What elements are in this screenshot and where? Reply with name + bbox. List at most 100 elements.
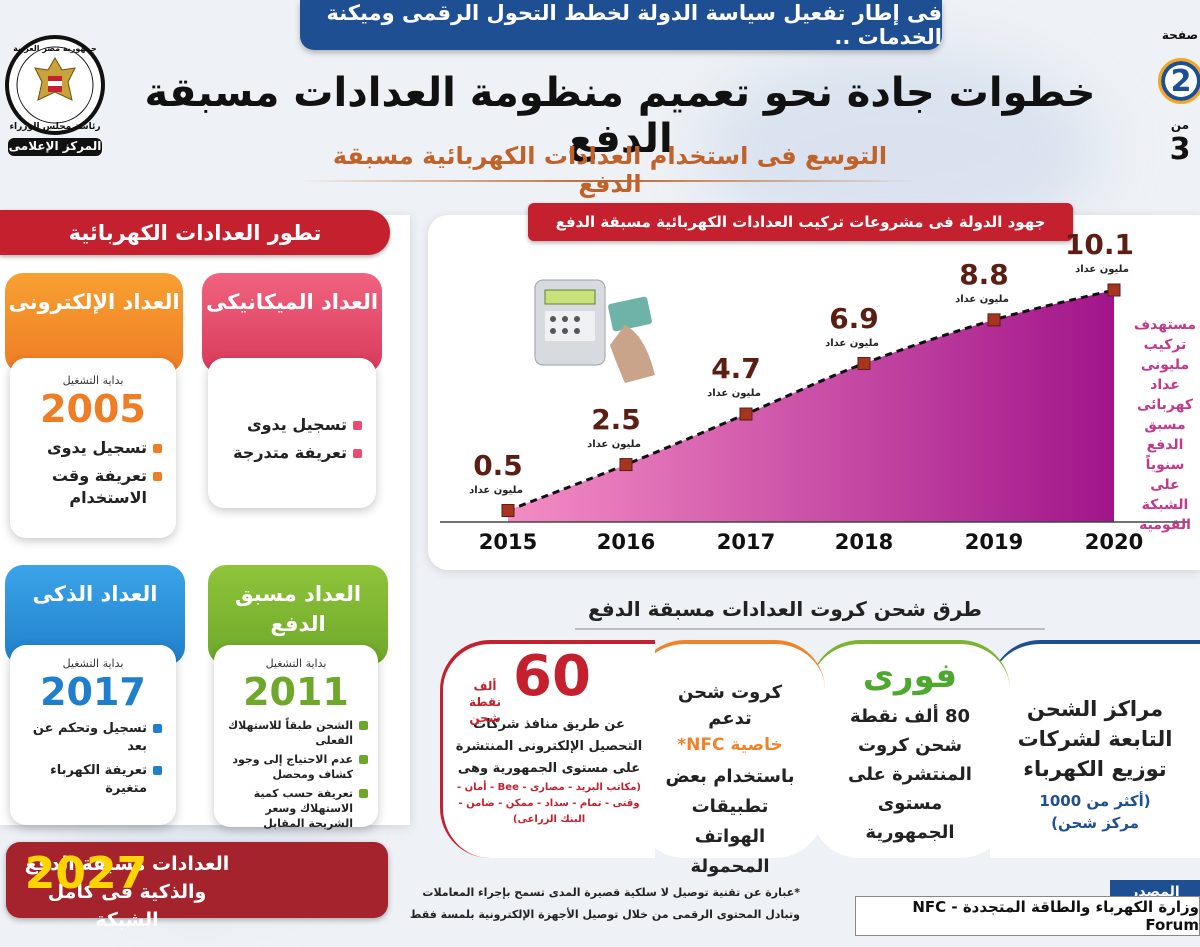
chart-trend-line: [507, 288, 1115, 512]
x-tick-label: 2017: [716, 530, 776, 554]
meters-title: تطور العدادات الكهربائية: [68, 220, 322, 245]
smart-meter-year: 2017: [40, 670, 146, 714]
banner-text: فى إطار تفعيل سياسة الدولة لخطط التحول ا…: [326, 1, 942, 49]
data-point-marker: [1107, 283, 1121, 297]
electronic-meter-name: العداد الإلكترونى: [8, 290, 180, 314]
bullet-icon: [359, 721, 368, 730]
chart-area: [508, 290, 1114, 522]
nfc-footnote: *عبارة عن تقنية توصيل لا سلكية قصيرة الم…: [409, 886, 800, 921]
data-point-marker: [987, 313, 1001, 327]
data-value-label: 8.8: [959, 257, 1009, 291]
method-centers-title: مراكز الشحن التابعة لشركات توزيع الكهربا…: [1017, 697, 1173, 781]
prepaid-meter-photo: [515, 275, 675, 385]
logo-top-text: جمهورية مصر العربية: [13, 44, 97, 53]
target-2027-box: العدادات مسبقة الدفع والذكية فى كامل الش…: [6, 842, 388, 931]
data-point-marker: [857, 357, 871, 371]
mechanical-feature: تسجيل يدوى: [246, 415, 347, 434]
mechanical-meter-name: العداد الميكانيكى: [205, 290, 379, 314]
bullet-icon: [153, 766, 162, 775]
bullet-icon: [353, 421, 362, 430]
chart-target-note: مستهدف تركيب مليونى عداد كهربائى مسبق ال…: [1133, 317, 1197, 533]
x-tick-label: 2018: [834, 530, 894, 554]
data-value-label: 2.5: [591, 402, 641, 436]
method-centers-sub: (أكثر من 1000 مركز شحن): [1039, 792, 1151, 832]
data-value-label: 6.9: [829, 301, 879, 335]
electronic-meter-year: 2005: [40, 387, 146, 431]
bullet-icon: [359, 789, 368, 798]
top-banner: فى إطار تفعيل سياسة الدولة لخطط التحول ا…: [300, 0, 942, 50]
eagle-emblem-icon: [5, 35, 105, 156]
mechanical-meter-header: العداد الميكانيكى: [202, 273, 382, 373]
charging-method-outlets: 60 ألف نقطة شحن عن طريق منافذ شركات التح…: [440, 640, 655, 858]
data-point-marker: [501, 504, 515, 518]
bullet-icon: [153, 724, 162, 733]
x-tick-label: 2020: [1084, 530, 1144, 554]
cabinet-logo: جمهورية مصر العربية رئاسة مجلس الوزراء ا…: [0, 30, 110, 160]
data-unit-label: مليون عداد: [1075, 264, 1129, 275]
logo-bottom-text: المركز الإعلامى: [8, 139, 102, 153]
chart-title-ribbon: جهود الدولة فى مشروعات تركيب العدادات ال…: [528, 203, 1073, 241]
area-chart: [440, 283, 1188, 523]
prepaid-meter-name: العداد مسبق الدفع: [234, 582, 362, 636]
charging-methods: مراكز الشحن التابعة لشركات توزيع الكهربا…: [440, 640, 1200, 877]
data-point-marker: [739, 407, 753, 421]
prepaid-meter-icon: [534, 279, 655, 383]
data-unit-label: مليون عداد: [587, 438, 641, 450]
smart-meter-name: العداد الذكى: [32, 582, 158, 606]
page-current: 2: [1158, 58, 1200, 104]
page-of-label: من: [1170, 118, 1190, 132]
smart-meter-card: بداية التشغيل 2017 تسجيل وتحكم عن بعد تع…: [10, 645, 176, 825]
data-unit-label: مليون عداد: [707, 388, 761, 400]
x-tick-label: 2015: [478, 530, 538, 554]
method-outlets-title: عن طريق منافذ شركات التحصيل الإلكترونى ا…: [455, 717, 643, 776]
page-label: صفحة: [1161, 28, 1199, 42]
bullet-icon: [153, 472, 162, 481]
method-outlets-list: (مكاتب البريد - مصارى - Bee - أمان - وقت…: [457, 782, 641, 825]
electronic-meter-header: العداد الإلكترونى: [5, 273, 183, 373]
electronic-feature: تسجيل يدوى: [46, 438, 147, 457]
page-total: 3: [1169, 132, 1191, 167]
mechanical-feature: تعريفة متدرجة: [233, 443, 347, 462]
charging-title-underline: [575, 628, 1045, 630]
data-unit-label: مليون عداد: [825, 337, 879, 349]
target-2027-year: 2027: [24, 848, 148, 899]
data-value-label: 0.5: [473, 448, 523, 482]
data-unit-label: مليون عداد: [955, 293, 1009, 305]
prepaid-feature: تعريفة حسب كمية الاستهلاك وسعر الشريحة ا…: [253, 787, 353, 830]
charging-method-centers: مراكز الشحن التابعة لشركات توزيع الكهربا…: [990, 640, 1200, 858]
subtitle-underline: [300, 180, 920, 182]
charging-title: طرق شحن كروت العدادات مسبقة الدفع: [587, 597, 983, 621]
smart-feature: تعريفة الكهرباء متغيرة: [50, 763, 147, 796]
bullet-icon: [353, 449, 362, 458]
electronic-feature: تعريفة وقت الاستخدام: [51, 466, 147, 507]
source-text: وزارة الكهرباء والطاقة المتجددة - NFC Fo…: [855, 896, 1200, 936]
page-indicator: صفحة 2 من 3: [1158, 0, 1200, 167]
method-nfc-accent: خاصية NFC*: [677, 735, 783, 755]
prepaid-feature: الشحن طبقاً للاستهلاك الفعلى: [228, 719, 353, 747]
smart-feature: تسجيل وتحكم عن بعد: [32, 721, 147, 754]
bullet-icon: [359, 755, 368, 764]
page-subtitle: التوسع فى استخدام العدادات الكهربائية مس…: [332, 142, 888, 198]
logo-mid-text: رئاسة مجلس الوزراء: [9, 122, 101, 132]
start-label: بداية التشغيل: [62, 657, 124, 670]
outlets-count-value: 60: [513, 644, 591, 709]
prepaid-meter-year: 2011: [243, 670, 349, 714]
chart-title: جهود الدولة فى مشروعات تركيب العدادات ال…: [555, 213, 1046, 231]
method-nfc-sub: باستخدام بعض تطبيقات الهواتف المحمولة: [665, 766, 795, 877]
data-unit-label: مليون عداد: [469, 484, 523, 496]
x-tick-label: 2019: [964, 530, 1024, 554]
method-nfc-title: كروت شحن تدعم: [677, 682, 783, 729]
target-2027-text: العدادات مسبقة الدفع والذكية فى كامل الش…: [24, 853, 230, 931]
outlets-count: 60 ألف نقطة شحن: [443, 644, 655, 725]
x-tick-label: 2016: [596, 530, 656, 554]
start-label: بداية التشغيل: [62, 374, 124, 387]
charging-method-fawry: فورى 80 ألف نقطة شحن كروت المنتشرة على م…: [810, 640, 1010, 858]
bullet-icon: [153, 444, 162, 453]
electronic-meter-card: بداية التشغيل 2005 تسجيل يدوى تعريفة وقت…: [10, 358, 176, 538]
prepaid-feature: عدم الاحتياج إلى وجود كشاف ومحصل: [232, 753, 353, 781]
outlets-count-unit: ألف نقطة شحن: [468, 679, 502, 725]
start-label: بداية التشغيل: [265, 657, 327, 670]
data-value-label: 4.7: [711, 352, 761, 386]
prepaid-meter-card: بداية التشغيل 2011 الشحن طبقاً للاستهلاك…: [214, 645, 378, 830]
mechanical-meter-card: تسجيل يدوى تعريفة متدرجة: [208, 358, 376, 508]
